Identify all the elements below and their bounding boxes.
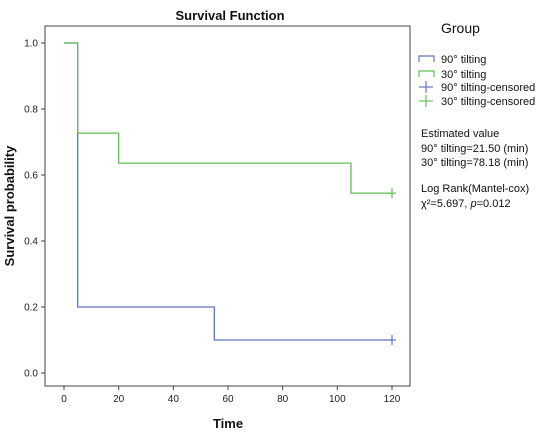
y-tick-label: 0.0 [24,369,38,380]
y-tick-label: 0.8 [24,105,38,116]
y-tick-label: 0.2 [24,303,38,314]
legend-marker-30-tilting-censored [419,95,433,107]
legend-marker-90-tilting [418,55,435,62]
legend-label-30-tilting-censored: 30° tilting-censored [441,96,535,108]
y-axis-ticks: 0.0 0.2 0.4 0.6 0.8 1.0 [24,39,45,380]
log-rank-p-symbol: p [470,198,477,210]
x-axis-title: Time [213,416,243,431]
y-tick-label: 1.0 [24,39,38,50]
legend-marker-30-tilting [418,70,435,77]
x-axis-ticks: 0 20 40 60 80 100 120 [61,386,401,405]
x-tick-label: 120 [384,394,401,405]
x-tick-label: 60 [222,394,234,405]
legend-label-30-tilting: 30° tilting [441,69,486,81]
estimated-value-30-tilting: 30° tilting=78.18 (min) [421,157,528,169]
censor-mark-90-tilting [388,335,396,345]
legend-title: Group [441,20,480,36]
censor-marks [388,188,396,345]
log-rank-statistic: χ²=5.697, p=0.012 [421,198,511,210]
y-axis-title: Survival probability [2,145,17,266]
x-tick-label: 0 [61,394,67,405]
log-rank-chi-square: χ²=5.697, [421,198,471,210]
y-tick-label: 0.6 [24,171,38,182]
plot-area-frame [44,25,411,387]
estimated-value-annotation: Estimated value 90° tilting=21.50 (min) … [421,128,528,169]
estimated-value-90-tilting: 90° tilting=21.50 (min) [421,143,528,155]
censor-mark-30-tilting [388,188,396,199]
x-tick-label: 80 [277,394,289,405]
log-rank-annotation: Log Rank(Mantel-cox) χ²=5.697, p=0.012 [421,183,529,210]
legend-marker-90-tilting-censored [419,81,433,93]
y-tick-label: 0.4 [24,237,38,248]
legend: Group 90° tilting 30° tilting 90° tiltin… [418,20,535,108]
log-rank-p-value: =0.012 [477,198,511,210]
legend-label-90-tilting: 90° tilting [441,54,486,66]
series-line-30-tilting [64,42,392,194]
log-rank-header: Log Rank(Mantel-cox) [421,183,529,195]
estimated-value-header: Estimated value [421,128,499,140]
x-tick-label: 20 [113,394,125,405]
chart-title: Survival Function [175,8,284,23]
x-tick-label: 100 [329,394,346,405]
legend-label-90-tilting-censored: 90° tilting-censored [441,82,535,94]
x-tick-label: 40 [168,394,180,405]
series-lines [64,42,392,341]
